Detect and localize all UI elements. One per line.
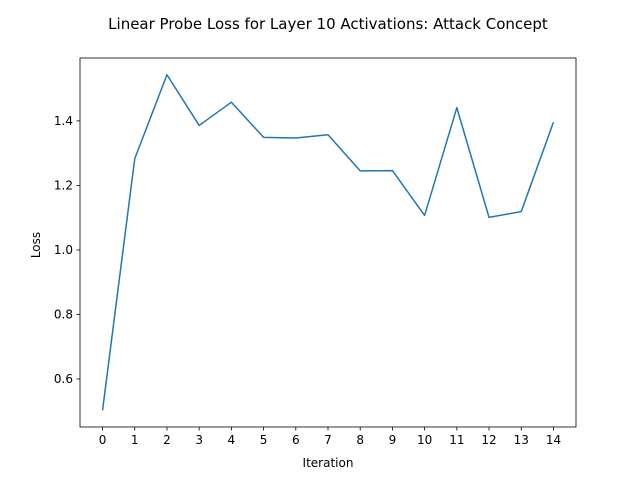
y-tick-label-4: 1.4 [54,114,73,128]
x-tick-label-9: 9 [389,433,397,447]
x-tick-label-1: 1 [131,433,139,447]
y-tick-label-1: 0.8 [54,307,73,321]
x-tick-label-11: 11 [449,433,464,447]
y-tick-label-2: 1.0 [54,243,73,257]
series-line-0 [101,74,555,411]
x-tick-label-14: 14 [546,433,561,447]
x-axis-label: Iteration [303,456,354,470]
x-tick-label-12: 12 [481,433,496,447]
plot-frame [79,57,577,428]
x-tick-label-6: 6 [292,433,300,447]
x-tick-label-13: 13 [514,433,529,447]
x-tick-label-7: 7 [324,433,332,447]
y-axis-label: Loss [29,232,43,258]
x-tick-label-8: 8 [356,433,364,447]
x-tick-label-4: 4 [228,433,236,447]
x-tick-label-0: 0 [99,433,107,447]
x-tick-label-2: 2 [163,433,171,447]
x-tick-label-10: 10 [417,433,432,447]
x-tick-label-3: 3 [195,433,203,447]
chart-title: Linear Probe Loss for Layer 10 Activatio… [108,15,548,33]
y-tick-label-3: 1.2 [54,178,73,192]
plot-area: 0 1 2 3 4 5 6 7 8 9 10 11 12 13 140.60.81.01.21.4 [54,57,577,447]
y-tick-label-0: 0.6 [54,372,73,386]
x-tick-label-5: 5 [260,433,268,447]
